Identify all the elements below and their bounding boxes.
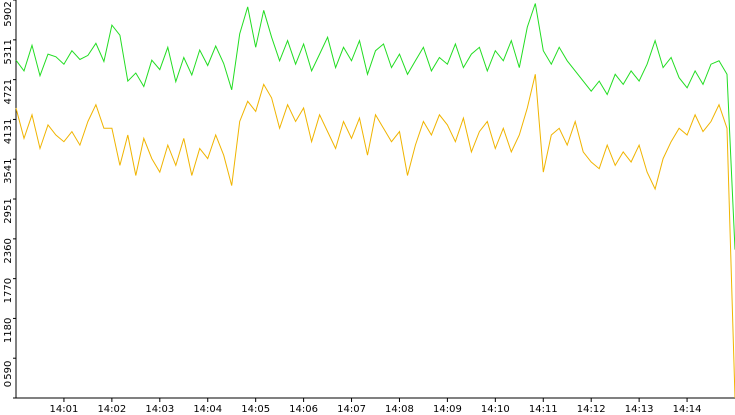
y-tick-label: 3541 xyxy=(3,158,14,183)
x-tick-label: 14:05 xyxy=(241,404,270,415)
x-tick-label: 14:04 xyxy=(193,404,222,415)
x-tick-label: 14:14 xyxy=(673,404,702,415)
x-tick-label: 14:12 xyxy=(577,404,606,415)
y-tick-label: 1770 xyxy=(3,278,14,303)
x-tick-label: 14:08 xyxy=(385,404,414,415)
x-tick-label: 14:10 xyxy=(481,404,510,415)
x-tick-label: 14:03 xyxy=(145,404,174,415)
x-tick-label: 14:01 xyxy=(50,404,79,415)
y-tick-label: 0 xyxy=(3,381,14,387)
y-tick-label: 2360 xyxy=(3,238,14,263)
y-tick-label: 1180 xyxy=(3,318,14,343)
y-tick-label: 590 xyxy=(3,361,14,380)
y-tick-label: 4721 xyxy=(3,79,14,104)
x-tick-label: 14:09 xyxy=(433,404,462,415)
y-tick-label: 4131 xyxy=(3,119,14,144)
x-tick-label: 14:11 xyxy=(529,404,558,415)
series-line xyxy=(15,74,735,399)
x-tick-label: 14:06 xyxy=(289,404,318,415)
series-line xyxy=(15,3,735,250)
x-tick-label: 14:02 xyxy=(97,404,126,415)
y-tick-label: 2951 xyxy=(3,198,14,223)
x-tick-label: 14:07 xyxy=(337,404,366,415)
y-tick-label: 5902 xyxy=(3,1,14,26)
y-tick-label: 5311 xyxy=(3,39,14,64)
x-tick-label: 14:13 xyxy=(625,404,654,415)
